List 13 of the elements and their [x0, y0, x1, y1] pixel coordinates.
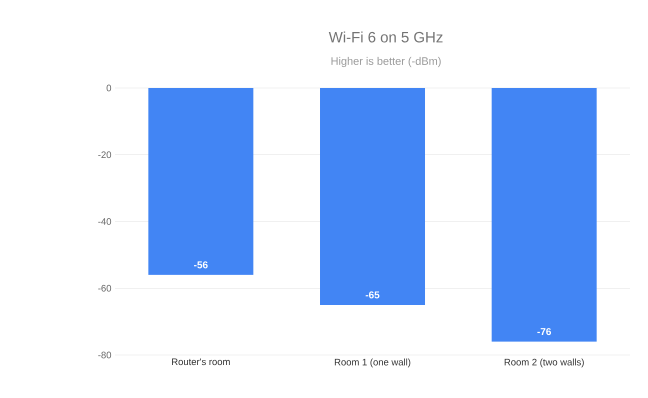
- y-tick-label: -60: [98, 284, 112, 292]
- y-tick-label: 0: [106, 84, 112, 92]
- y-tick-label: -40: [98, 218, 112, 225]
- y-tick-label: -80: [98, 352, 112, 358]
- chart-title: Wi-Fi 6 on 5 GHz: [328, 32, 443, 42]
- data-label: -65: [366, 291, 380, 298]
- data-label: -56: [194, 261, 208, 268]
- y-tick-label: -20: [98, 151, 112, 158]
- x-tick-label: Room 1 (one wall): [334, 358, 410, 368]
- x-tick-label: Room 2 (two walls): [504, 358, 584, 368]
- x-tick-label: Router's room: [172, 358, 230, 366]
- chart-subtitle: Higher is better (-dBm): [331, 56, 441, 68]
- data-label: -76: [537, 328, 552, 336]
